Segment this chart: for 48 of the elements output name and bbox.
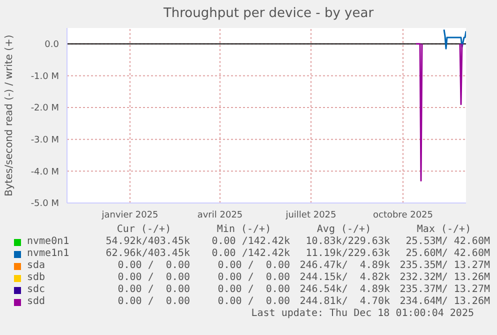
- y-tick-label: -5.0 M: [30, 199, 59, 210]
- text: 232.32M/ 13.26M: [398, 272, 491, 284]
- text: Cur (-/+): [116, 224, 172, 236]
- y-tick-label: -1.0 M: [30, 72, 59, 82]
- legend-label: nvme0n1: [27, 236, 70, 248]
- text: 11.19k/229.63k: [304, 248, 391, 260]
- text: 0.00 / 0.00: [116, 272, 191, 284]
- text: 0.00 / 0.00: [216, 272, 291, 284]
- text: 25.60M/ 42.60M: [404, 248, 491, 260]
- text: 62.96k/403.45k: [104, 248, 191, 260]
- text: 244.15k/ 4.82k: [298, 272, 391, 284]
- x-tick-label: janvier 2025: [100, 210, 158, 220]
- text: 0.00 / 0.00: [116, 260, 191, 272]
- text: 235.37M/ 13.27M: [398, 284, 491, 296]
- text: 0.00 / 0.00: [216, 260, 291, 272]
- text: Last update: Thu Dec 18 01:00:04 2025: [250, 308, 474, 320]
- line-series: [443, 28, 466, 50]
- text: 10.83k/229.63k: [304, 236, 391, 248]
- text: 0.00 /142.42k: [210, 248, 291, 260]
- text: 235.35M/ 13.27M: [398, 260, 491, 272]
- text: 244.81k/ 4.70k: [298, 296, 391, 308]
- text: 0.00 / 0.00: [116, 284, 191, 296]
- text: 246.47k/ 4.89k: [298, 260, 391, 272]
- text: Avg (-/+): [316, 224, 372, 236]
- legend-label: sda: [27, 260, 46, 272]
- x-tick-label: avril 2025: [197, 210, 243, 220]
- legend-label: nvme1n1: [27, 248, 70, 260]
- text: 0.00 / 0.00: [216, 296, 291, 308]
- y-tick-label: -4.0 M: [30, 167, 59, 178]
- chart-title: Throughput per device - by year: [162, 5, 375, 22]
- legend-label: sdc: [27, 284, 46, 296]
- y-tick-label: -2.0 M: [30, 104, 59, 114]
- x-tick-label: octobre 2025: [372, 210, 434, 220]
- text: 0.00 / 0.00: [216, 284, 291, 296]
- y-tick-label: -3.0 M: [30, 136, 59, 146]
- text: 234.64M/ 13.26M: [398, 296, 491, 308]
- x-tick-label: juillet 2025: [284, 210, 336, 220]
- y-axis-title: Bytes/second read (-) / write (+): [4, 34, 15, 196]
- text: 0.00 / 0.00: [116, 296, 191, 308]
- text: Min (-/+): [216, 224, 272, 236]
- text: 246.54k/ 4.89k: [298, 284, 391, 296]
- legend-label: sdd: [27, 296, 46, 308]
- text: Max (-/+): [416, 224, 472, 236]
- text: 25.53M/ 42.60M: [404, 236, 491, 248]
- legend-label: sdb: [27, 272, 46, 284]
- y-tick-label: 0.0: [44, 40, 60, 50]
- text: 0.00 /142.42k: [210, 236, 291, 248]
- text: 54.92k/403.45k: [104, 236, 191, 248]
